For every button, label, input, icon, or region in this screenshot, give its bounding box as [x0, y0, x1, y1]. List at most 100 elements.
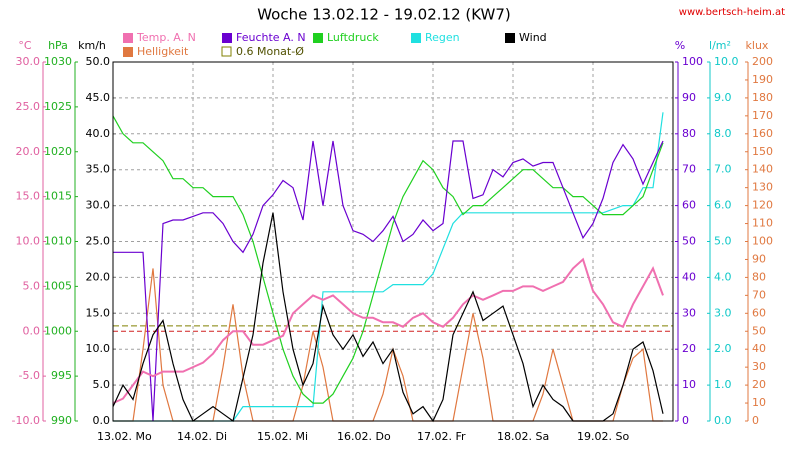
y-tick-label: -10.0 [12, 414, 40, 427]
legend-swatch [123, 47, 133, 57]
y-tick-label: 0.0 [23, 324, 41, 337]
legend-label: 0.6 Monat-Ø [236, 45, 304, 58]
axis-unit: klux [746, 39, 769, 52]
legend-swatch [123, 33, 133, 43]
legend-label: Feuchte A. N [236, 31, 306, 44]
y-tick-label: 120 [752, 199, 773, 212]
y-tick-label: 10.0 [714, 55, 739, 68]
y-tick-label: 35.0 [86, 163, 111, 176]
y-tick-label: 0.0 [714, 414, 732, 427]
y-tick-label: 30.0 [86, 199, 111, 212]
series-line [112, 212, 664, 423]
y-tick-label: 1025 [44, 100, 72, 113]
legend-swatch [411, 33, 421, 43]
y-tick-label: 15.0 [16, 190, 41, 203]
y-tick-label: 50 [682, 235, 696, 248]
plot-frame [112, 61, 674, 422]
y-tick-label: 5.0 [93, 378, 111, 391]
y-tick-label: 30 [752, 360, 766, 373]
y-tick-label: 170 [752, 109, 773, 122]
y-tick-label: 20 [752, 378, 766, 391]
y-tick-label: 990 [51, 414, 72, 427]
y-tick-label: 20.0 [16, 145, 41, 158]
y-tick-label: 1000 [44, 324, 72, 337]
y-tick-label: 30.0 [16, 55, 41, 68]
y-tick-label: 70 [752, 288, 766, 301]
y-tick-label: 30 [682, 306, 696, 319]
y-tick-label: 40 [752, 342, 766, 355]
y-tick-label: 50 [752, 324, 766, 337]
y-tick-label: 45.0 [86, 91, 111, 104]
axis-unit: % [675, 39, 685, 52]
legend-swatch [505, 33, 515, 43]
y-tick-label: 60 [682, 199, 696, 212]
y-tick-label: 150 [752, 145, 773, 158]
plot-area [113, 62, 673, 421]
x-tick-label: 15.02. Mi [257, 430, 308, 443]
y-tick-label: 1005 [44, 279, 72, 292]
y-tick-label: 110 [752, 217, 773, 230]
legend-swatch [221, 46, 232, 57]
y-tick-label: 7.0 [714, 163, 732, 176]
y-tick-label: 70 [682, 163, 696, 176]
x-tick-label: 17.02. Fr [417, 430, 466, 443]
y-tick-label: 90 [682, 91, 696, 104]
y-tick-label: 90 [752, 252, 766, 265]
axis-unit: l/m² [709, 39, 731, 52]
legend-label: Temp. A. N [136, 31, 196, 44]
y-tick-label: 10 [682, 378, 696, 391]
legend-label: Helligkeit [137, 45, 189, 58]
y-tick-label: 15.0 [86, 306, 111, 319]
axis-unit: °C [18, 39, 32, 52]
y-tick-label: 20.0 [86, 270, 111, 283]
y-tick-label: 995 [51, 369, 72, 382]
axis-unit: km/h [78, 39, 106, 52]
y-tick-label: 8.0 [714, 127, 732, 140]
legend-label: Wind [519, 31, 547, 44]
y-tick-label: 5.0 [23, 279, 41, 292]
y-tick-label: 80 [752, 270, 766, 283]
y-tick-label: 160 [752, 127, 773, 140]
y-tick-label: 50.0 [86, 55, 111, 68]
y-tick-label: 25.0 [16, 100, 41, 113]
y-tick-label: 100 [682, 55, 703, 68]
source-link: www.bertsch-heim.at [679, 7, 785, 18]
y-tick-label: 10.0 [16, 235, 41, 248]
y-tick-label: 25.0 [86, 235, 111, 248]
series-line [112, 115, 664, 404]
y-tick-label: 0.0 [93, 414, 111, 427]
chart-title: Woche 13.02.12 - 19.02.12 (KW7) [257, 6, 511, 24]
y-tick-label: 1020 [44, 145, 72, 158]
y-tick-label: 2.0 [714, 342, 732, 355]
x-tick-label: 16.02. Do [337, 430, 391, 443]
axis-unit: hPa [48, 39, 68, 52]
x-tick-label: 13.02. Mo [97, 430, 152, 443]
y-tick-label: 5.0 [714, 235, 732, 248]
y-tick-label: -5.0 [19, 369, 40, 382]
legend-swatch [313, 33, 323, 43]
y-tick-label: 10 [752, 396, 766, 409]
x-tick-label: 14.02. Di [177, 430, 227, 443]
x-tick-label: 19.02. So [577, 430, 629, 443]
y-tick-label: 180 [752, 91, 773, 104]
y-tick-label: 0 [752, 414, 759, 427]
legend-label: Luftdruck [327, 31, 379, 44]
y-tick-label: 100 [752, 235, 773, 248]
y-tick-label: 3.0 [714, 306, 732, 319]
y-tick-label: 6.0 [714, 199, 732, 212]
y-tick-label: 60 [752, 306, 766, 319]
y-tick-label: 80 [682, 127, 696, 140]
y-tick-label: 1030 [44, 55, 72, 68]
y-tick-label: 130 [752, 181, 773, 194]
y-tick-label: 40 [682, 270, 696, 283]
y-tick-label: 1010 [44, 235, 72, 248]
y-tick-label: 0 [682, 414, 689, 427]
y-tick-label: 40.0 [86, 127, 111, 140]
y-tick-label: 10.0 [86, 342, 111, 355]
y-tick-label: 200 [752, 55, 773, 68]
legend-swatch [222, 33, 232, 43]
y-tick-label: 4.0 [714, 270, 732, 283]
y-tick-label: 190 [752, 73, 773, 86]
y-tick-label: 140 [752, 163, 773, 176]
